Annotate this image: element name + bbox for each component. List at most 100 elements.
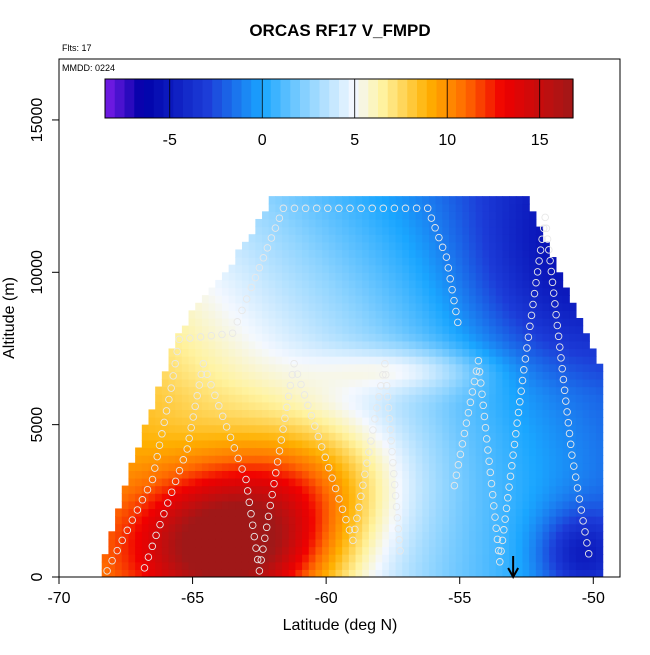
track-point <box>290 204 299 213</box>
heatmap-cell <box>515 287 524 296</box>
heatmap-cell <box>562 356 570 365</box>
heatmap-cell <box>529 226 537 235</box>
heatmap-cell <box>555 318 564 327</box>
heatmap-cell <box>195 477 203 487</box>
heatmap-cell <box>268 455 276 464</box>
heatmap-cell <box>308 348 317 357</box>
heatmap-cell <box>435 295 443 304</box>
heatmap-cell <box>201 401 210 411</box>
heatmap-cell <box>235 287 243 296</box>
heatmap-cell <box>449 455 457 464</box>
heatmap-cell <box>181 417 190 426</box>
heatmap-cell <box>308 318 317 327</box>
heatmap-cell <box>161 386 170 395</box>
heatmap-cell <box>582 538 590 548</box>
heatmap-cell <box>181 371 190 380</box>
heatmap-cell <box>449 340 457 350</box>
heatmap-cell <box>382 211 390 220</box>
heatmap-cell <box>382 203 390 212</box>
heatmap-cell <box>562 325 570 334</box>
heatmap-cell <box>302 470 310 479</box>
track-point <box>523 344 531 352</box>
heatmap-cell <box>362 538 370 548</box>
track-point <box>257 556 265 564</box>
heatmap-cell <box>235 378 243 388</box>
heatmap-cell <box>462 546 470 555</box>
track-point <box>501 515 509 523</box>
heatmap-cell <box>241 531 250 540</box>
heatmap-cell <box>295 249 303 258</box>
heatmap-cell <box>368 310 377 319</box>
heatmap-cell <box>408 272 417 281</box>
heatmap-cell <box>255 462 263 471</box>
heatmap-cell <box>275 287 283 296</box>
heatmap-cell <box>268 226 276 235</box>
heatmap-cell <box>241 310 250 319</box>
heatmap-cell <box>582 348 590 357</box>
heatmap-cell <box>388 386 397 395</box>
heatmap-cell <box>282 371 290 380</box>
heatmap-cell <box>248 257 256 266</box>
heatmap-cell <box>315 470 323 479</box>
heatmap-cell <box>555 455 564 464</box>
track-point <box>284 392 293 401</box>
heatmap-cell <box>435 500 443 510</box>
heatmap-cell <box>362 249 370 258</box>
heatmap-cell <box>368 485 377 494</box>
heatmap-cell <box>282 241 290 251</box>
heatmap-cell <box>595 516 604 525</box>
heatmap-cell <box>161 500 170 510</box>
heatmap-cell <box>402 348 410 357</box>
heatmap-cell <box>435 439 443 449</box>
heatmap-cell <box>555 485 564 494</box>
heatmap-cell <box>509 218 517 228</box>
heatmap-cell <box>449 348 457 357</box>
heatmap-cell <box>402 241 410 251</box>
heatmap-cell <box>562 417 570 426</box>
heatmap-cell <box>455 378 463 388</box>
heatmap-cell <box>282 554 290 563</box>
colorbar-swatch <box>465 79 477 118</box>
heatmap-cell <box>422 196 430 205</box>
heatmap-cell <box>355 477 363 487</box>
heatmap-cell <box>362 401 370 411</box>
heatmap-cell <box>288 538 297 548</box>
heatmap-cell <box>428 348 437 357</box>
heatmap-cell <box>449 325 457 334</box>
heatmap-cell <box>382 226 390 235</box>
heatmap-cell <box>502 462 510 471</box>
heatmap-cell <box>328 531 337 540</box>
heatmap-cell <box>262 310 270 319</box>
heatmap-cell <box>362 378 370 388</box>
heatmap-cell <box>422 523 430 532</box>
heatmap-cell <box>288 447 297 456</box>
heatmap-cell <box>368 401 377 411</box>
heatmap-cell <box>302 538 310 548</box>
heatmap-cell <box>535 470 544 479</box>
heatmap-cell <box>482 447 490 456</box>
heatmap-cell <box>469 531 477 540</box>
heatmap-cell <box>462 493 470 502</box>
heatmap-cell <box>128 462 136 471</box>
heatmap-cell <box>522 196 530 205</box>
heatmap-cell <box>368 500 377 510</box>
track-point <box>293 370 302 378</box>
heatmap-cell <box>549 439 557 449</box>
heatmap-cell <box>221 295 230 304</box>
heatmap-cell <box>469 417 477 426</box>
heatmap-cell <box>282 424 290 433</box>
heatmap-cell <box>255 409 263 418</box>
heatmap-cell <box>515 378 524 388</box>
heatmap-cell <box>388 279 397 289</box>
heatmap-cell <box>288 203 297 212</box>
heatmap-cell <box>342 218 350 228</box>
heatmap-cell <box>295 234 303 243</box>
mmdd-annotation: MMDD: 0224 <box>62 63 115 73</box>
heatmap-cell <box>415 554 423 563</box>
heatmap-cell <box>262 371 270 380</box>
track-point <box>388 447 396 456</box>
heatmap-cell <box>195 561 203 570</box>
heatmap-cell <box>442 455 450 464</box>
heatmap-cell <box>248 538 256 548</box>
track-point <box>162 407 171 415</box>
